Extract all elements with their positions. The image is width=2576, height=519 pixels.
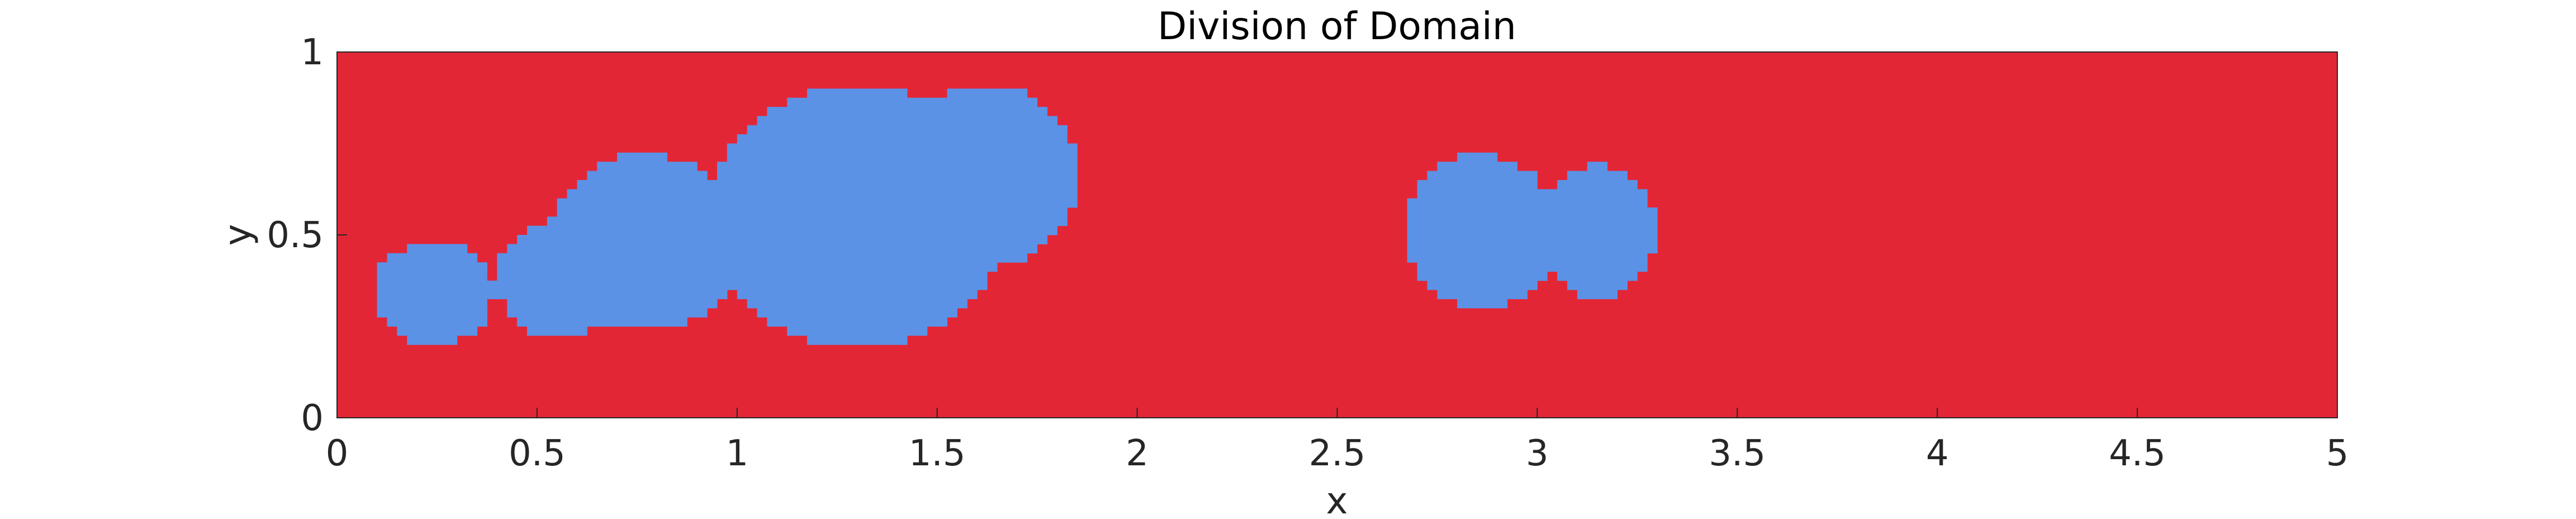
subdomain-cell — [1567, 280, 1628, 290]
subdomain-cell — [1417, 180, 1538, 190]
subdomain-cell — [617, 152, 668, 162]
subdomain-cell — [407, 244, 468, 254]
subdomain-cell — [377, 271, 487, 281]
x-tick-label: 4.5 — [2109, 433, 2166, 474]
subdomain-cell — [947, 88, 1028, 98]
subdomain-cell — [1407, 198, 1648, 208]
y-axis-ticks: 00.51 — [267, 32, 347, 439]
x-axis-ticks: 0 0.5 1 1.5 2 2.5 3 3.5 4 4.5 5 — [326, 408, 2349, 474]
subdomain-cell — [807, 88, 908, 98]
subdomain-cell — [377, 290, 728, 299]
subdomain-cell — [1417, 189, 1648, 199]
subdomain-cell — [727, 152, 1078, 162]
subdomain-cell — [787, 326, 928, 336]
subdomain-cell — [577, 180, 1078, 190]
subdomain-cell — [387, 253, 478, 263]
subdomain-cell — [497, 253, 1028, 263]
subdomain-cell — [1427, 171, 1538, 181]
subdomain-cell — [497, 262, 998, 272]
subdomain-cell — [1557, 180, 1638, 190]
subdomain-cell — [547, 216, 1068, 227]
subdomain-cell — [497, 271, 988, 281]
y-tick-label: 0.5 — [267, 215, 324, 256]
y-axis-label: y — [216, 224, 259, 246]
subdomain-cell — [1437, 162, 1518, 172]
subdomain-cell — [507, 244, 1038, 254]
subdomain-cell — [587, 171, 708, 181]
subdomain-cell — [1587, 162, 1608, 172]
subdomain-cell — [387, 317, 487, 327]
subdomain-cell — [397, 326, 478, 336]
subdomain-cell — [717, 162, 1078, 172]
subdomain-cell — [737, 290, 978, 299]
subdomain-cell — [1407, 244, 1658, 254]
y-tick-label: 1 — [301, 32, 324, 73]
x-tick-label: 4 — [1926, 433, 1949, 474]
subdomain-cell — [1417, 271, 1548, 281]
x-tick-label: 1.5 — [909, 433, 966, 474]
subdomain-cell — [787, 97, 1038, 107]
subdomain-cell — [377, 262, 487, 272]
subdomain-cell — [527, 326, 587, 336]
subdomain-cell — [567, 189, 1078, 199]
subdomain-cell — [807, 335, 908, 345]
subdomain-cell — [377, 280, 988, 290]
plot-area — [336, 51, 2338, 418]
subdomain-cell — [757, 308, 957, 318]
x-tick-label: 3.5 — [1709, 433, 1766, 474]
subdomain-cell — [767, 107, 1048, 116]
subdomain-cell — [377, 308, 487, 318]
x-tick-label: 0.5 — [509, 433, 566, 474]
subdomain-cell — [1457, 299, 1508, 309]
x-tick-label: 5 — [2326, 433, 2349, 474]
subdomain-cell — [557, 198, 1078, 208]
subdomain-cell — [747, 125, 1068, 135]
subdomain-cell — [767, 317, 948, 327]
subdomain-cell — [407, 335, 458, 345]
subdomain-cell — [517, 235, 1048, 244]
subdomain-cell — [377, 299, 487, 309]
x-tick-label: 0 — [326, 433, 349, 474]
subdomain-cell — [1457, 152, 1498, 162]
subdomain-cell — [1407, 225, 1658, 235]
subdomain-cell — [597, 162, 698, 172]
subdomain-cell — [1427, 280, 1538, 290]
subdomain-cell — [1557, 271, 1638, 281]
subdomain-cell — [727, 143, 1078, 153]
subdomain-cell — [1577, 290, 1618, 299]
subdomain-cell — [507, 308, 708, 318]
subdomain-cell — [1437, 290, 1528, 299]
chart-title: Division of Domain — [1157, 4, 1516, 49]
subdomain-cell — [1407, 207, 1658, 217]
subdomain-cell — [1407, 216, 1658, 227]
subdomain-cell — [517, 317, 687, 327]
y-tick-label: 0 — [301, 398, 324, 439]
subdomain-cell — [1417, 262, 1648, 272]
x-tick-label: 2.5 — [1309, 433, 1366, 474]
subdomain-cell — [717, 171, 1078, 181]
x-tick-label: 3 — [1526, 433, 1549, 474]
subdomain-cell — [557, 207, 1068, 217]
subdomain-cell — [737, 134, 1068, 144]
subdomain-regions — [377, 88, 1658, 345]
subdomain-cell — [1567, 171, 1628, 181]
subdomain-cell — [747, 299, 967, 309]
x-tick-label: 1 — [725, 433, 748, 474]
subdomain-cell — [527, 225, 1057, 235]
subdomain-cell — [1407, 235, 1658, 244]
subdomain-cell — [1407, 253, 1648, 263]
x-tick-label: 2 — [1126, 433, 1149, 474]
x-axis-label: x — [1326, 479, 1348, 519]
subdomain-cell — [507, 299, 718, 309]
subdomain-cell — [757, 116, 1057, 126]
